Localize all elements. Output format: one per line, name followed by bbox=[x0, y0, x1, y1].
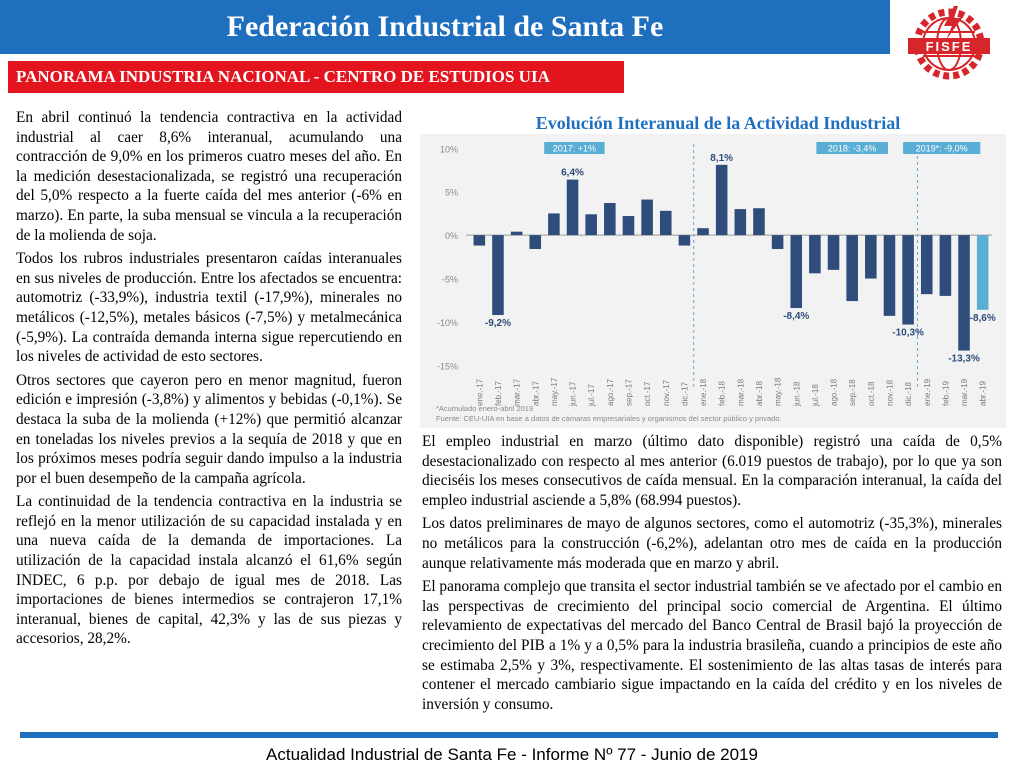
x-tick-label: jul.-17 bbox=[587, 384, 596, 407]
x-tick-label: may.-17 bbox=[550, 377, 559, 406]
x-tick-label: feb.-17 bbox=[494, 381, 503, 406]
bar bbox=[865, 235, 877, 279]
x-tick-label: mar.-18 bbox=[736, 378, 745, 406]
bar bbox=[734, 209, 747, 236]
bar bbox=[827, 235, 840, 270]
x-tick-label: ene.-19 bbox=[923, 378, 932, 406]
bar bbox=[585, 214, 597, 236]
data-label: -8,6% bbox=[970, 313, 996, 324]
data-label: -9,2% bbox=[485, 318, 511, 329]
y-tick-label: -15% bbox=[437, 361, 458, 371]
bar bbox=[604, 203, 616, 236]
fisfe-gear-icon: FISFE bbox=[908, 6, 990, 80]
x-tick-label: oct.-18 bbox=[867, 381, 876, 406]
bar bbox=[697, 228, 709, 236]
bar bbox=[939, 235, 952, 296]
bar bbox=[883, 235, 896, 316]
x-tick-label: dic.-17 bbox=[680, 381, 689, 406]
x-tick-label: ago.-18 bbox=[830, 378, 839, 406]
x-tick-label: nov.-18 bbox=[885, 379, 894, 406]
bar bbox=[678, 235, 691, 246]
data-label: 8,1% bbox=[710, 153, 733, 164]
period-label-badge bbox=[816, 142, 888, 154]
y-tick-label: 5% bbox=[445, 188, 458, 198]
bar bbox=[920, 235, 933, 295]
chart-title: Evolución Interanual de la Actividad Ind… bbox=[535, 113, 901, 133]
x-tick-label: oct.-17 bbox=[643, 381, 652, 406]
y-tick-label: -10% bbox=[437, 318, 458, 328]
paragraph: En abril continuó la tendencia contracti… bbox=[16, 109, 402, 244]
paragraph: Los datos preliminares de mayo de alguno… bbox=[422, 515, 1002, 572]
data-label: -8,4% bbox=[783, 311, 809, 322]
subtitle-bar bbox=[8, 61, 624, 93]
y-tick-label: -5% bbox=[442, 275, 458, 285]
footer-text: Actualidad Industrial de Santa Fe - Info… bbox=[266, 745, 758, 764]
x-tick-label: nov.-17 bbox=[662, 379, 671, 406]
data-label: 6,4% bbox=[561, 168, 584, 179]
bar bbox=[548, 213, 560, 236]
paragraph: El empleo industrial en marzo (último da… bbox=[422, 433, 1002, 509]
bar bbox=[958, 235, 970, 351]
left-text-column: En abril continuó la tendencia contracti… bbox=[16, 108, 402, 653]
chart-footnote: Fuente: CEU-UIA en base a datos de cámar… bbox=[436, 414, 782, 423]
bar bbox=[473, 235, 486, 246]
period-label: 2017: +1% bbox=[553, 144, 596, 154]
period-label-badge bbox=[544, 142, 605, 154]
data-label: -10,3% bbox=[892, 328, 924, 339]
x-tick-label: ene.-17 bbox=[475, 378, 484, 406]
x-tick-label: abr.-18 bbox=[755, 381, 764, 406]
bar bbox=[529, 235, 542, 250]
bar bbox=[846, 235, 858, 302]
bar bbox=[510, 231, 523, 236]
x-tick-label: feb.-18 bbox=[718, 381, 727, 406]
x-tick-label: sep.-18 bbox=[848, 379, 857, 406]
period-label-badge bbox=[903, 142, 981, 154]
bar bbox=[566, 179, 579, 236]
x-tick-label: abr.-19 bbox=[979, 381, 988, 406]
x-tick-label: ene.-18 bbox=[699, 378, 708, 406]
x-tick-label: dic.-18 bbox=[904, 381, 913, 406]
paragraph: Otros sectores que cayeron pero en menor… bbox=[16, 371, 402, 487]
fisfe-logo: FISFE bbox=[902, 4, 996, 82]
x-tick-label: jun.-17 bbox=[569, 381, 578, 407]
bar bbox=[622, 216, 635, 236]
period-label: 2018: -3,4% bbox=[828, 144, 877, 154]
section-subtitle: PANORAMA INDUSTRIA NACIONAL - CENTRO DE … bbox=[16, 67, 550, 86]
header-bar bbox=[0, 0, 890, 54]
bar bbox=[902, 235, 914, 325]
bar bbox=[809, 235, 821, 274]
x-tick-label: may.-18 bbox=[774, 377, 783, 406]
x-tick-label: mar.-19 bbox=[960, 378, 969, 406]
bar bbox=[715, 164, 728, 236]
chart-svg: 10% 5% 0% -5% -10% -15% 2017: +1% 2018: -3,4% 20… bbox=[436, 142, 996, 423]
y-tick-label: 0% bbox=[445, 231, 458, 241]
x-tick-label: ago.-17 bbox=[606, 378, 615, 406]
data-label: -13,3% bbox=[948, 354, 980, 365]
x-tick-label: sep.-17 bbox=[624, 379, 633, 406]
x-tick-label: feb.-19 bbox=[941, 381, 950, 406]
chart-footnote: *Acumulado enero-abril 2019 bbox=[436, 404, 533, 413]
x-tick-label: mar.-17 bbox=[513, 378, 522, 406]
y-tick-label: 10% bbox=[440, 144, 458, 154]
period-label: 2019*: -9,0% bbox=[916, 144, 968, 154]
x-tick-label: abr.-17 bbox=[531, 381, 540, 406]
footer-divider bbox=[20, 732, 998, 738]
bar bbox=[641, 199, 653, 236]
paragraph: Todos los rubros industriales presentaro… bbox=[16, 250, 402, 366]
paragraph: La continuidad de la tendencia contracti… bbox=[16, 493, 402, 648]
chart-container: 10% 5% 0% -5% -10% -15% 2017: +1% 2018: -3,4% 20… bbox=[420, 134, 1006, 428]
logo-text: FISFE bbox=[926, 39, 973, 54]
x-tick-label: jun.-18 bbox=[792, 381, 801, 407]
bar bbox=[771, 235, 784, 250]
right-text-column: El empleo industrial en marzo (último da… bbox=[422, 432, 1002, 718]
bar bbox=[753, 208, 765, 236]
bar bbox=[790, 235, 803, 309]
bar bbox=[976, 235, 989, 310]
page-title: Federación Industrial de Santa Fe bbox=[226, 10, 664, 43]
x-tick-label: jul.-18 bbox=[811, 384, 820, 407]
bar bbox=[659, 210, 672, 236]
bar bbox=[492, 235, 504, 315]
paragraph: El panorama complejo que transita el sec… bbox=[422, 578, 1002, 713]
